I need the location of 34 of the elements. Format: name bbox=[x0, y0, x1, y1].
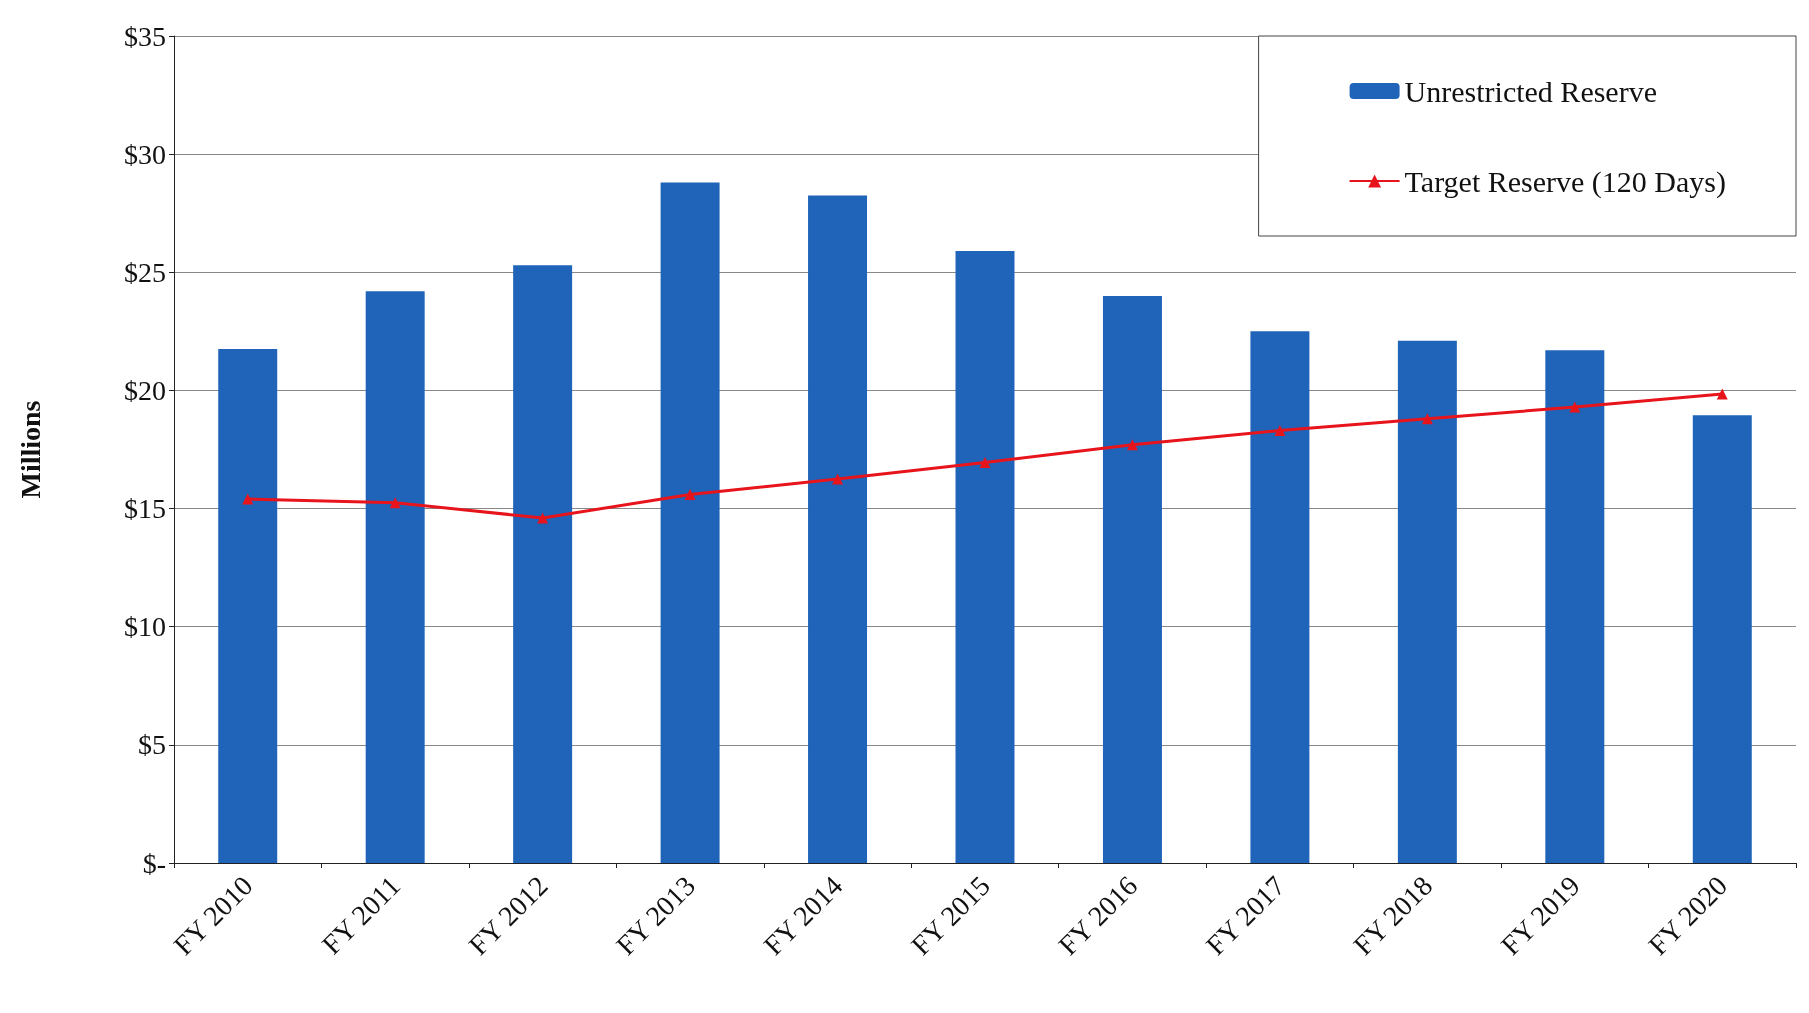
bar bbox=[955, 251, 1015, 863]
x-tick-label: FY 2011 bbox=[315, 870, 407, 961]
y-tick-label: $- bbox=[142, 847, 166, 879]
y-tick-label: $15 bbox=[124, 493, 166, 525]
point bbox=[1716, 388, 1728, 400]
y-tick-label: $20 bbox=[124, 374, 166, 406]
point bbox=[1274, 425, 1286, 437]
point bbox=[1421, 413, 1433, 425]
point bbox=[537, 512, 549, 524]
bar bbox=[513, 265, 573, 863]
bar bbox=[1692, 415, 1752, 863]
bar bbox=[1102, 295, 1162, 863]
y-axis-title: Millions bbox=[14, 400, 46, 499]
point bbox=[1126, 439, 1138, 451]
legend-label: Target Reserve (120 Days) bbox=[1404, 164, 1726, 199]
y-tick-label: $5 bbox=[138, 729, 166, 761]
bar bbox=[808, 195, 868, 863]
y-tick-label: $30 bbox=[124, 138, 166, 170]
y-tick-label: $10 bbox=[124, 611, 166, 643]
y-tick-label: $25 bbox=[124, 256, 166, 288]
bar bbox=[660, 182, 720, 863]
bar bbox=[1397, 340, 1457, 863]
point bbox=[1569, 401, 1581, 413]
y-tick-label: $35 bbox=[124, 20, 166, 52]
bar bbox=[1545, 350, 1605, 863]
point bbox=[242, 493, 254, 505]
bar bbox=[365, 291, 425, 863]
bar bbox=[1250, 331, 1310, 863]
point bbox=[832, 473, 844, 485]
point bbox=[684, 488, 696, 500]
point bbox=[389, 497, 401, 509]
legend-label: Unrestricted Reserve bbox=[1404, 74, 1657, 108]
bar bbox=[218, 349, 278, 863]
point bbox=[979, 457, 991, 468]
